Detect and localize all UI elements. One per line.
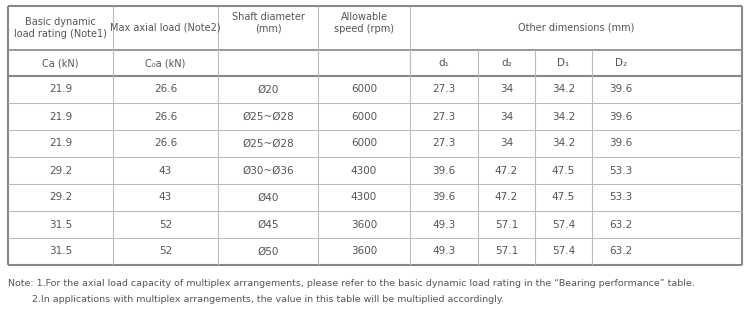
Text: Ø20: Ø20 bbox=[257, 85, 279, 95]
Text: 63.2: 63.2 bbox=[609, 246, 632, 257]
Text: 52: 52 bbox=[159, 246, 172, 257]
Text: 57.4: 57.4 bbox=[552, 219, 575, 229]
Text: 27.3: 27.3 bbox=[432, 138, 455, 148]
Text: 63.2: 63.2 bbox=[609, 219, 632, 229]
Text: Ø40: Ø40 bbox=[257, 193, 279, 203]
Text: 3600: 3600 bbox=[351, 246, 377, 257]
Text: 21.9: 21.9 bbox=[49, 85, 72, 95]
Text: 26.6: 26.6 bbox=[154, 112, 177, 122]
Text: d₂: d₂ bbox=[501, 58, 512, 68]
Text: Ø50: Ø50 bbox=[257, 246, 279, 257]
Text: Basic dynamic
load rating (Note1): Basic dynamic load rating (Note1) bbox=[14, 17, 107, 39]
Text: 21.9: 21.9 bbox=[49, 138, 72, 148]
Text: d₁: d₁ bbox=[439, 58, 449, 68]
Text: D₂: D₂ bbox=[615, 58, 627, 68]
Text: 39.6: 39.6 bbox=[609, 112, 632, 122]
Text: 34: 34 bbox=[500, 138, 513, 148]
Text: 47.2: 47.2 bbox=[495, 165, 518, 176]
Text: Ø25~Ø28: Ø25~Ø28 bbox=[242, 112, 294, 122]
Text: 39.6: 39.6 bbox=[609, 138, 632, 148]
Text: 29.2: 29.2 bbox=[49, 193, 72, 203]
Text: 47.5: 47.5 bbox=[552, 165, 575, 176]
Text: 3600: 3600 bbox=[351, 219, 377, 229]
Text: 4300: 4300 bbox=[351, 193, 377, 203]
Text: 47.2: 47.2 bbox=[495, 193, 518, 203]
Text: 4300: 4300 bbox=[351, 165, 377, 176]
Text: Ø30~Ø36: Ø30~Ø36 bbox=[242, 165, 294, 176]
Text: Allowable
speed (rpm): Allowable speed (rpm) bbox=[334, 12, 394, 34]
Text: 6000: 6000 bbox=[351, 85, 377, 95]
Text: 34.2: 34.2 bbox=[552, 85, 575, 95]
Text: 26.6: 26.6 bbox=[154, 138, 177, 148]
Text: 27.3: 27.3 bbox=[432, 112, 455, 122]
Text: 47.5: 47.5 bbox=[552, 193, 575, 203]
Text: 53.3: 53.3 bbox=[609, 165, 632, 176]
Text: 34.2: 34.2 bbox=[552, 112, 575, 122]
Text: 31.5: 31.5 bbox=[49, 246, 72, 257]
Text: C₀a (kN): C₀a (kN) bbox=[146, 58, 186, 68]
Text: 21.9: 21.9 bbox=[49, 112, 72, 122]
Text: Ø45: Ø45 bbox=[257, 219, 279, 229]
Text: 57.4: 57.4 bbox=[552, 246, 575, 257]
Text: 39.6: 39.6 bbox=[609, 85, 632, 95]
Text: Shaft diameter
(mm): Shaft diameter (mm) bbox=[232, 12, 304, 34]
Text: 57.1: 57.1 bbox=[495, 246, 518, 257]
Text: 34.2: 34.2 bbox=[552, 138, 575, 148]
Text: 39.6: 39.6 bbox=[432, 193, 455, 203]
Text: 26.6: 26.6 bbox=[154, 85, 177, 95]
Text: Max axial load (Note2): Max axial load (Note2) bbox=[110, 23, 220, 33]
Text: Ca (kN): Ca (kN) bbox=[42, 58, 79, 68]
Text: 49.3: 49.3 bbox=[432, 219, 455, 229]
Text: 6000: 6000 bbox=[351, 112, 377, 122]
Text: 6000: 6000 bbox=[351, 138, 377, 148]
Text: 27.3: 27.3 bbox=[432, 85, 455, 95]
Text: Other dimensions (mm): Other dimensions (mm) bbox=[518, 23, 634, 33]
Text: 57.1: 57.1 bbox=[495, 219, 518, 229]
Text: 31.5: 31.5 bbox=[49, 219, 72, 229]
Text: 43: 43 bbox=[159, 165, 172, 176]
Text: 49.3: 49.3 bbox=[432, 246, 455, 257]
Text: Ø25~Ø28: Ø25~Ø28 bbox=[242, 138, 294, 148]
Text: 43: 43 bbox=[159, 193, 172, 203]
Text: 52: 52 bbox=[159, 219, 172, 229]
Text: 34: 34 bbox=[500, 112, 513, 122]
Text: D₁: D₁ bbox=[557, 58, 570, 68]
Text: Note: 1.For the axial load capacity of multiplex arrangements, please refer to t: Note: 1.For the axial load capacity of m… bbox=[8, 279, 694, 288]
Text: 29.2: 29.2 bbox=[49, 165, 72, 176]
Text: 53.3: 53.3 bbox=[609, 193, 632, 203]
Text: 2.In applications with multiplex arrangements, the value in this table will be m: 2.In applications with multiplex arrange… bbox=[8, 295, 504, 304]
Text: 39.6: 39.6 bbox=[432, 165, 455, 176]
Text: 34: 34 bbox=[500, 85, 513, 95]
